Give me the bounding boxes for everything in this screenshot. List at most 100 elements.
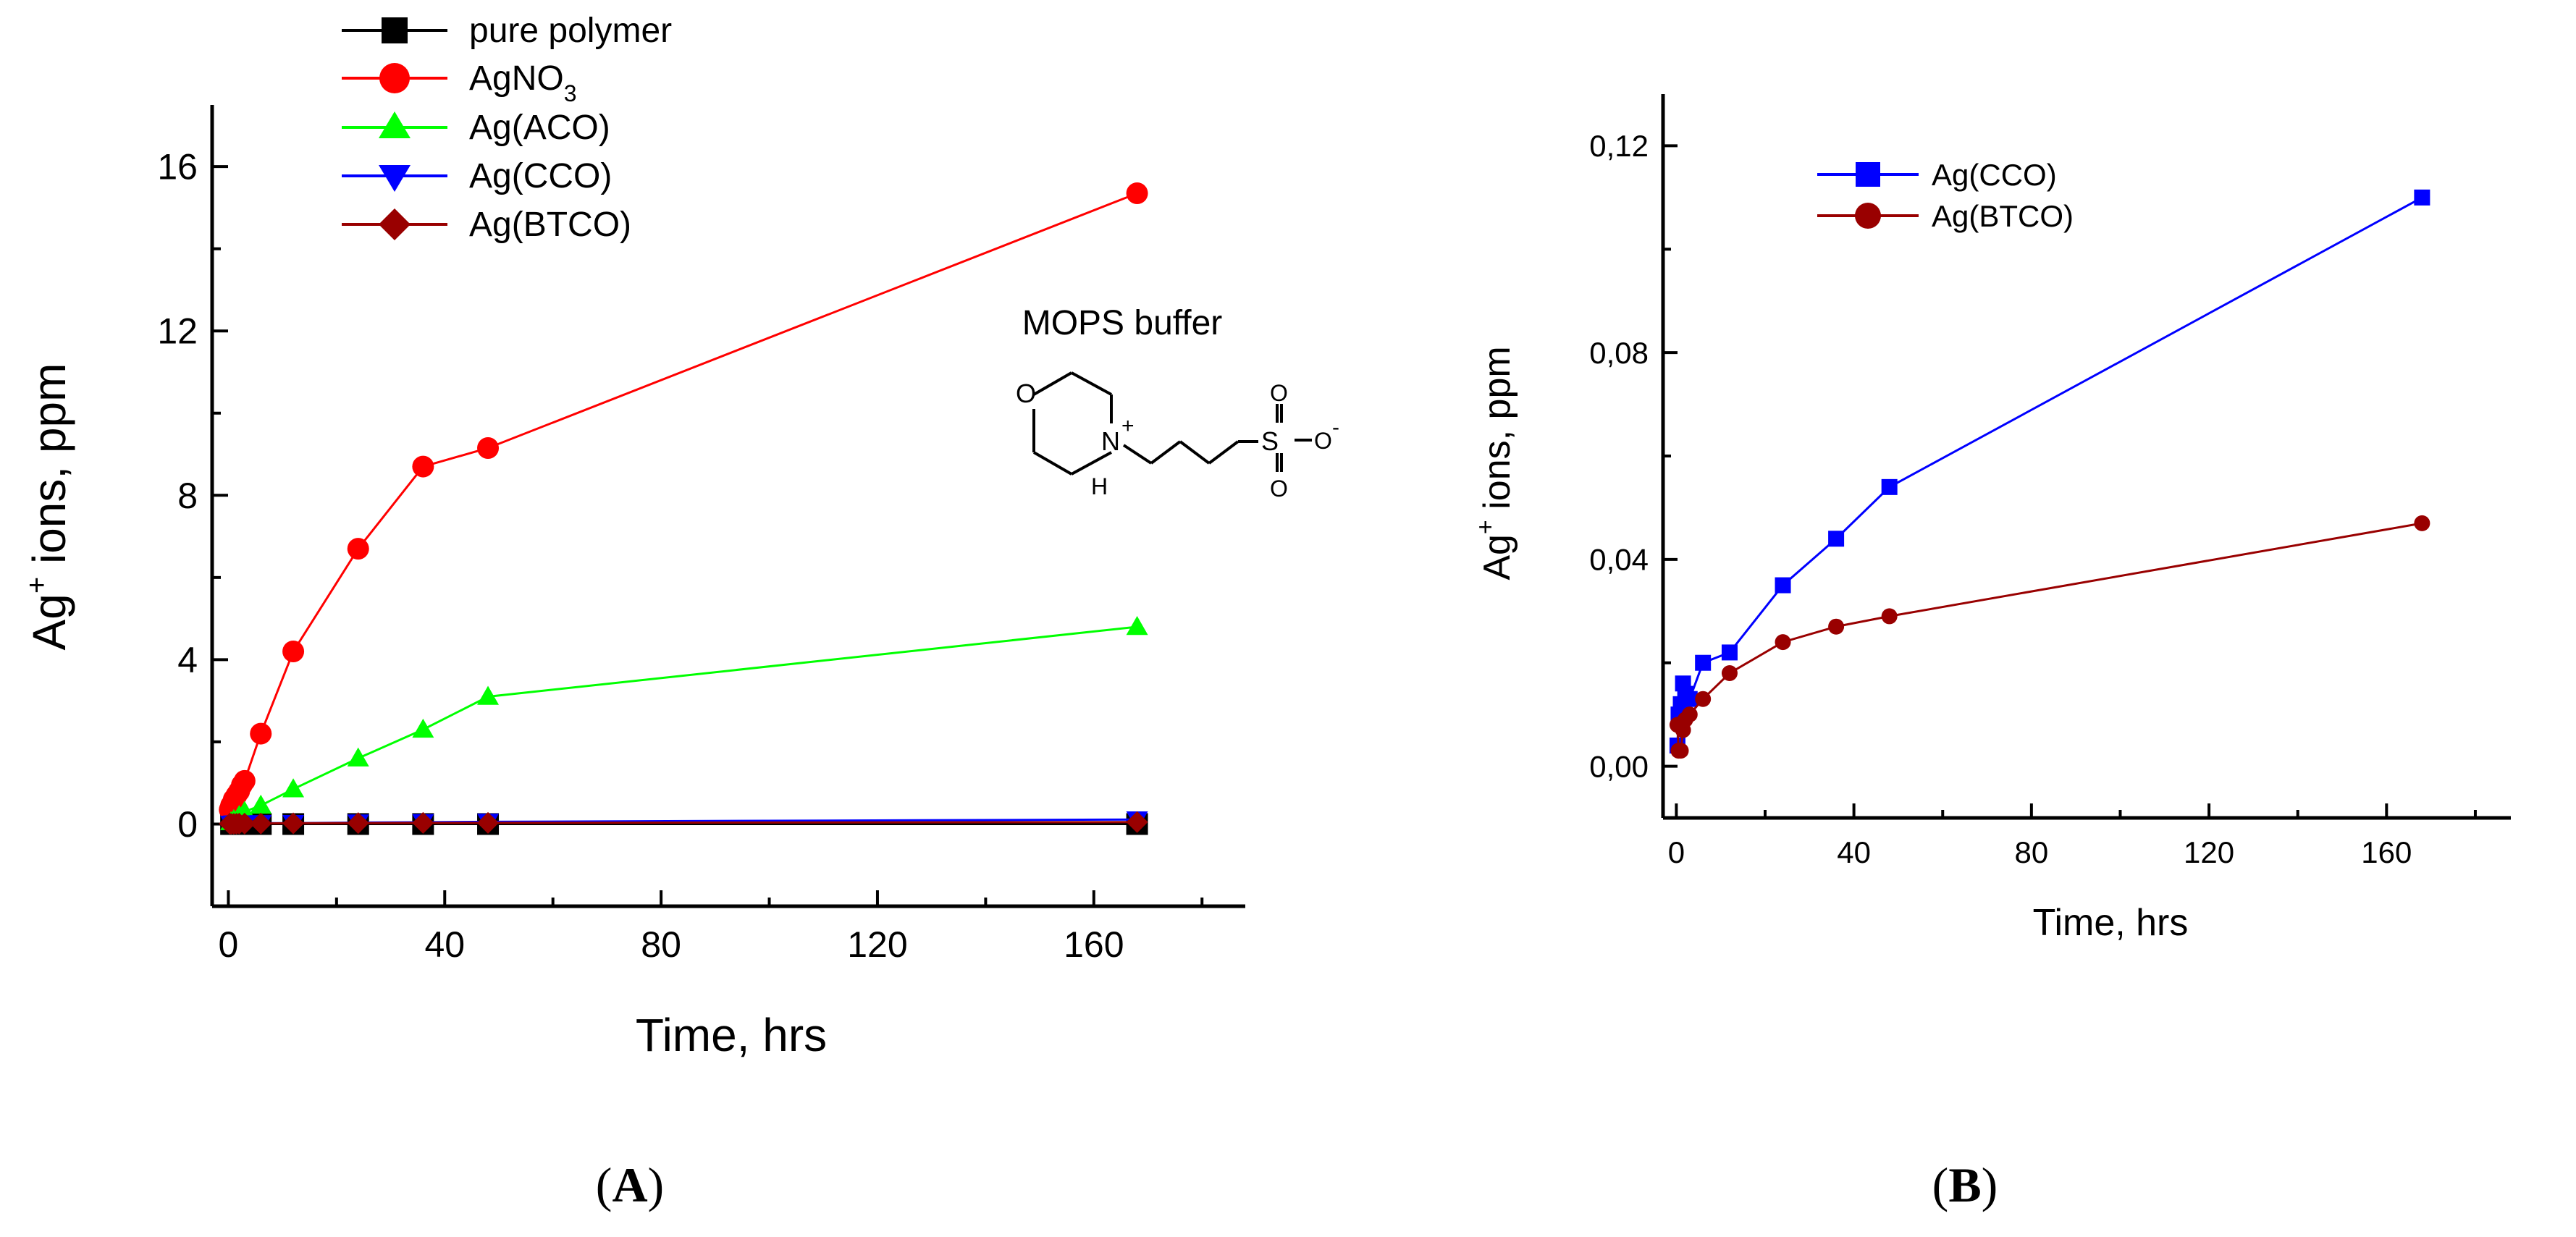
series-line xyxy=(228,192,1138,811)
atom-label: H xyxy=(1091,473,1108,499)
bond xyxy=(1150,440,1182,465)
x-ticks: 0 40 80 120 160 xyxy=(1668,803,2477,869)
data-point xyxy=(233,769,256,792)
x-tick-label: 80 xyxy=(2015,835,2049,869)
x-tick-label: 0 xyxy=(219,924,239,965)
data-point xyxy=(412,811,434,834)
x-tick-label: 120 xyxy=(2184,835,2234,869)
y-tick-label: 16 xyxy=(157,147,198,187)
data-point xyxy=(347,538,369,560)
atom-label: O xyxy=(1270,380,1288,406)
atom-label: - xyxy=(1332,415,1339,439)
series-ag-btco xyxy=(219,811,1148,835)
data-point xyxy=(1828,531,1845,547)
data-point xyxy=(1695,654,1712,671)
data-point xyxy=(2414,189,2430,206)
legend: Ag(CCO) Ag(BTCO) xyxy=(1817,158,2074,233)
data-point xyxy=(282,778,305,798)
mops-structure-diagram xyxy=(1032,371,1312,476)
data-point xyxy=(1881,478,1898,495)
x-tick-label: 120 xyxy=(847,924,907,965)
bond xyxy=(1071,371,1112,396)
annotation-title: MOPS buffer xyxy=(1022,304,1223,342)
bond xyxy=(1033,451,1072,476)
data-point xyxy=(1681,706,1698,723)
legend-label: Ag(ACO) xyxy=(469,109,610,147)
legend-item-pure-polymer: pure polymer xyxy=(342,12,672,50)
data-point xyxy=(1126,182,1148,205)
chart-panel-a: 0 4 8 12 16 0 40 80 120 160 Time, hrs Ag+ ions, … xyxy=(21,12,1339,1212)
y-ticks: 0 4 8 12 16 xyxy=(157,147,228,908)
mops-buffer-annotation: MOPS buffer O N + xyxy=(1016,304,1339,502)
atom-label: S xyxy=(1261,426,1279,456)
y-tick-label: 0 xyxy=(177,804,198,845)
atom-label: + xyxy=(1121,414,1135,438)
series-agno3 xyxy=(219,182,1148,821)
data-point xyxy=(347,812,369,835)
data-point xyxy=(1681,691,1698,707)
series-line xyxy=(1676,522,2423,752)
y-tick-label: 0,00 xyxy=(1589,749,1649,783)
data-point xyxy=(1881,608,1898,625)
data-point xyxy=(1721,644,1738,661)
legend-item-ag-btco: Ag(BTCO) xyxy=(342,206,631,244)
y-tick-label: 8 xyxy=(177,476,198,516)
x-tick-label: 80 xyxy=(641,924,681,965)
legend-marker-square xyxy=(382,17,408,43)
legend-marker-diamond xyxy=(379,208,411,240)
y-axis-label: Ag+ ions, ppm xyxy=(1472,346,1518,580)
x-tick-label: 40 xyxy=(424,924,465,965)
data-point xyxy=(1721,665,1738,681)
series-line xyxy=(1676,196,2423,746)
legend-marker-square xyxy=(1856,162,1880,187)
data-point xyxy=(250,794,272,814)
legend-label: Ag(BTCO) xyxy=(469,206,631,244)
atom-label: O xyxy=(1016,379,1036,408)
x-axis-label: Time, hrs xyxy=(2033,902,2189,944)
x-axis-label: Time, hrs xyxy=(636,1009,827,1061)
panel-label-a: (A) xyxy=(596,1157,664,1212)
x-ticks: 0 40 80 120 160 xyxy=(219,890,1204,965)
y-tick-label: 0,08 xyxy=(1589,336,1649,370)
legend-label: pure polymer xyxy=(469,12,672,50)
y-tick-label: 12 xyxy=(157,311,198,352)
atom-label: N xyxy=(1101,426,1120,456)
axes xyxy=(210,105,1245,908)
data-point xyxy=(477,811,500,834)
data-point xyxy=(1695,691,1712,707)
panel-label-b: (B) xyxy=(1932,1157,1998,1212)
atom-label: O xyxy=(1314,428,1332,454)
data-point xyxy=(1126,615,1148,636)
series-ag-btco xyxy=(1669,515,2430,759)
data-point xyxy=(347,747,369,767)
data-point xyxy=(412,455,434,478)
axes xyxy=(1661,94,2511,820)
data-point xyxy=(1672,743,1689,759)
x-tick-label: 160 xyxy=(2361,835,2412,869)
series-line xyxy=(230,625,1137,823)
legend-marker-triangle-down xyxy=(379,165,411,192)
series-ag-cco xyxy=(1669,189,2430,753)
y-tick-label: 0,04 xyxy=(1589,543,1649,577)
data-point xyxy=(1126,811,1148,833)
legend-item-ag-cco: Ag(CCO) xyxy=(1817,158,2057,192)
series-group xyxy=(1669,189,2430,759)
legend-label: Ag(CCO) xyxy=(1932,158,2057,192)
data-point xyxy=(233,812,256,835)
bond xyxy=(1033,371,1072,396)
chart-panel-b: 0,00 0,04 0,08 0,12 0 40 80 120 160 Time, hrs A… xyxy=(1472,94,2511,1212)
legend-marker-triangle-up xyxy=(379,111,411,138)
data-point xyxy=(412,718,434,738)
y-tick-label: 0,12 xyxy=(1589,129,1649,163)
legend-marker-circle xyxy=(1855,203,1881,229)
bond xyxy=(1071,451,1112,476)
data-point xyxy=(250,812,272,835)
legend-label: AgNO3 xyxy=(469,59,577,106)
legend-item-ag-btco: Ag(BTCO) xyxy=(1817,199,2074,233)
legend-item-ag-cco: Ag(CCO) xyxy=(342,157,612,195)
legend-marker-circle xyxy=(379,63,410,93)
bond xyxy=(1179,440,1211,465)
data-point xyxy=(1775,577,1791,594)
bond xyxy=(1208,440,1239,465)
